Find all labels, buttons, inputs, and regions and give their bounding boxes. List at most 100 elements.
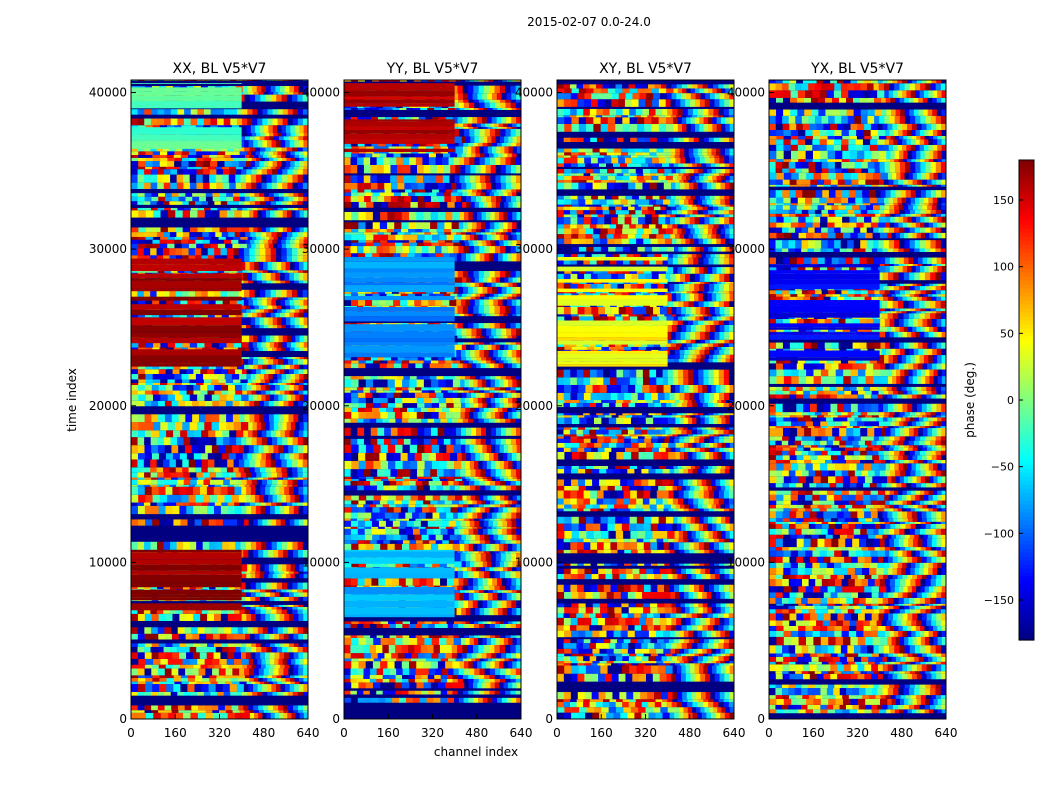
- colorbar-segment: [1019, 604, 1034, 609]
- colorbar-segment: [1019, 252, 1034, 257]
- phase-block: [131, 258, 242, 265]
- phase-block: [344, 338, 455, 342]
- panel-2: YY, BL V5*V7 0 160 320 480 640 0 10000 20000 3000…: [302, 61, 533, 740]
- colorbar-segment: [1019, 264, 1034, 269]
- colorbar-segment: [1019, 552, 1034, 557]
- phase-block: [131, 570, 242, 575]
- y-axis-label: time index: [65, 368, 79, 432]
- x-tick-label: 0: [127, 726, 135, 740]
- colorbar-segment: [1019, 340, 1034, 345]
- phase-block: [769, 279, 880, 285]
- colorbar-segment: [1019, 600, 1034, 605]
- phase-block: [131, 325, 242, 333]
- phase-block: [344, 256, 455, 259]
- phase-block: [131, 589, 242, 595]
- phase-block: [344, 324, 455, 332]
- phase-image: [131, 80, 308, 719]
- x-tick-label: 320: [421, 726, 444, 740]
- colorbar-segment: [1019, 220, 1034, 225]
- phase-block: [344, 96, 455, 100]
- phase-block: [344, 272, 455, 278]
- colorbar-segment: [1019, 512, 1034, 517]
- phase-block: [131, 552, 242, 560]
- colorbar-segment: [1019, 332, 1034, 337]
- phase-block: [344, 311, 455, 317]
- colorbar-segment: [1019, 356, 1034, 361]
- y-tick-label: 40000: [89, 86, 127, 100]
- colorbar-segment: [1019, 384, 1034, 389]
- x-tick-label: 320: [634, 726, 657, 740]
- colorbar-segment: [1019, 636, 1034, 641]
- phase-block: [344, 557, 455, 564]
- colorbar-segment: [1019, 168, 1034, 173]
- phase-block: [344, 600, 455, 608]
- phase-block: [131, 363, 242, 367]
- colorbar-tick-label: −50: [991, 461, 1014, 474]
- colorbar-segment: [1019, 504, 1034, 509]
- colorbar-segment: [1019, 328, 1034, 333]
- phase-block: [769, 323, 880, 328]
- colorbar-segment: [1019, 212, 1034, 217]
- colorbar-segment: [1019, 300, 1034, 305]
- colorbar-segment: [1019, 452, 1034, 457]
- colorbar-segment: [1019, 368, 1034, 373]
- colorbar-segment: [1019, 164, 1034, 169]
- phase-block: [344, 126, 455, 131]
- phase-block: [131, 549, 242, 553]
- x-tick-label: 640: [510, 726, 533, 740]
- colorbar-segment: [1019, 448, 1034, 453]
- phase-block: [344, 549, 455, 552]
- phase-block: [344, 268, 455, 273]
- y-tick-label: 20000: [515, 399, 553, 413]
- x-tick-label: 0: [765, 726, 773, 740]
- colorbar-segment: [1019, 476, 1034, 481]
- phase-block: [131, 317, 242, 326]
- phase-block: [557, 295, 668, 300]
- colorbar-segment: [1019, 288, 1034, 293]
- y-tick-label: 30000: [89, 242, 127, 256]
- colorbar-segment: [1019, 596, 1034, 601]
- phase-block: [131, 95, 242, 101]
- phase-image: [344, 80, 521, 719]
- colorbar-segment: [1019, 268, 1034, 273]
- colorbar-segment: [1019, 468, 1034, 473]
- phase-block: [557, 320, 668, 326]
- phase-block: [557, 288, 668, 293]
- phase-block: [769, 264, 880, 268]
- phase-block: [557, 353, 668, 359]
- colorbar-segment: [1019, 592, 1034, 597]
- colorbar-segment: [1019, 228, 1034, 233]
- panel-3: XY, BL V5*V7 0 160 320 480 640 0 10000 20000 3000…: [515, 61, 746, 740]
- phase-block: [344, 607, 455, 615]
- phase-block: [131, 288, 242, 292]
- colorbar-segment: [1019, 256, 1034, 261]
- y-tick-label: 0: [545, 712, 553, 726]
- phase-block: [344, 139, 455, 144]
- phase-block: [344, 285, 455, 293]
- x-axis-label: channel index: [434, 745, 518, 759]
- phase-block: [344, 133, 455, 140]
- colorbar-segment: [1019, 632, 1034, 637]
- phase-block: [769, 357, 880, 361]
- x-tick-label: 160: [802, 726, 825, 740]
- panel-1: XX, BL V5*V7 0 160 320 480 640 0 10000 20000 3000…: [89, 61, 320, 740]
- panel-4: YX, BL V5*V7 0 160 320 480 640 0 10000 20000 3000…: [727, 61, 958, 740]
- colorbar-segment: [1019, 320, 1034, 325]
- colorbar-segment: [1019, 480, 1034, 485]
- colorbar-segment: [1019, 464, 1034, 469]
- colorbar-segment: [1019, 232, 1034, 237]
- phase-block: [344, 345, 455, 353]
- y-tick-label: 10000: [89, 555, 127, 569]
- phase-block: [131, 304, 242, 310]
- colorbar-segment: [1019, 192, 1034, 197]
- phase-block: [769, 334, 880, 340]
- colorbar-segment: [1019, 528, 1034, 533]
- colorbar-segment: [1019, 284, 1034, 289]
- y-tick-label: 0: [119, 712, 127, 726]
- x-tick-label: 320: [846, 726, 869, 740]
- phase-block: [131, 564, 242, 571]
- phase-block: [344, 341, 455, 346]
- colorbar-segment: [1019, 392, 1034, 397]
- colorbar-segment: [1019, 564, 1034, 569]
- phase-block: [769, 284, 880, 290]
